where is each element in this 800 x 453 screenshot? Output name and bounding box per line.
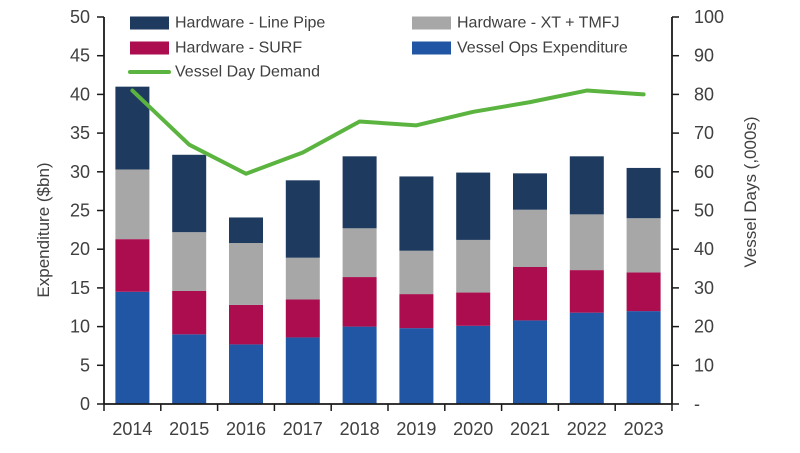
bar-segment-2017-hardware-line-pipe	[285, 180, 320, 258]
left-axis-tick-label: 0	[80, 394, 90, 414]
left-axis-tick-label: 5	[80, 355, 90, 375]
bar-segment-2015-hardware-surf	[172, 290, 207, 335]
legend-label-hardware-surf: Hardware - SURF	[175, 40, 302, 57]
left-axis-tick-label: 35	[70, 123, 90, 143]
bar-segment-2019-vessel-ops-expenditure	[399, 328, 434, 404]
left-axis-title: Expenditure ($bn)	[34, 162, 53, 297]
bar-segment-2017-vessel-ops-expenditure	[285, 337, 320, 404]
bar-segment-2020-hardware-surf	[456, 292, 491, 326]
bar-segment-2023-vessel-ops-expenditure	[626, 311, 661, 404]
bar-segment-2018-hardware-xt-tmfj	[342, 228, 377, 278]
bar-segment-2019-hardware-xt-tmfj	[399, 250, 434, 295]
right-axis-tick-label: 60	[694, 162, 714, 182]
legend-item-vessel-ops-expenditure: Vessel Ops Expenditure	[412, 40, 628, 57]
right-axis-tick-label: 90	[694, 46, 714, 66]
bar-segment-2014-vessel-ops-expenditure	[115, 291, 150, 404]
left-axis-tick-label: 30	[70, 162, 90, 182]
hardware-surf-swatch	[130, 41, 169, 55]
vessel-ops-expenditure-swatch	[412, 41, 451, 55]
bar-segment-2022-hardware-surf	[569, 270, 604, 313]
bar-segment-2014-hardware-xt-tmfj	[115, 169, 150, 240]
x-axis-category-label: 2019	[396, 419, 436, 439]
bar-segment-2023-hardware-surf	[626, 272, 661, 312]
right-axis-tick-label: 70	[694, 123, 714, 143]
right-axis-tick-label: 100	[694, 7, 724, 27]
bar-segment-2016-hardware-surf	[229, 304, 263, 345]
bar-segment-2017-hardware-xt-tmfj	[285, 257, 320, 300]
bar-segment-2021-hardware-xt-tmfj	[513, 209, 547, 268]
left-axis-tick-label: 50	[70, 7, 90, 27]
x-axis-category-label: 2022	[567, 419, 607, 439]
x-axis-category-label: 2023	[624, 419, 664, 439]
bar-segment-2020-hardware-xt-tmfj	[456, 239, 491, 293]
bar-segment-2016-hardware-line-pipe	[229, 217, 263, 244]
legend-item-hardware-surf: Hardware - SURF	[130, 40, 302, 57]
right-axis-tick-label: 50	[694, 201, 714, 221]
bar-segment-2021-vessel-ops-expenditure	[513, 320, 547, 404]
left-axis-tick-label: 10	[70, 317, 90, 337]
bar-segment-2023-hardware-xt-tmfj	[626, 218, 661, 273]
left-axis-tick-label: 15	[70, 278, 90, 298]
bar-segment-2022-hardware-xt-tmfj	[569, 214, 604, 271]
bar-segment-2014-hardware-surf	[115, 239, 150, 292]
right-axis-tick-label: 20	[694, 317, 714, 337]
bar-segment-2020-hardware-line-pipe	[456, 172, 491, 240]
bar-segment-2015-hardware-xt-tmfj	[172, 232, 207, 291]
right-axis-tick-label: 10	[694, 355, 714, 375]
legend-item-hardware-line-pipe: Hardware - Line Pipe	[130, 15, 325, 32]
bar-segment-2019-hardware-line-pipe	[399, 176, 434, 251]
x-axis-category-label: 2018	[340, 419, 380, 439]
bar-segment-2019-hardware-surf	[399, 294, 434, 329]
bars-layer	[115, 86, 661, 404]
right-axis-tick-label: 30	[694, 278, 714, 298]
legend-label-hardware-xt-tmfj: Hardware - XT + TMFJ	[457, 15, 620, 32]
right-axis-tick-label: 80	[694, 84, 714, 104]
bar-segment-2018-vessel-ops-expenditure	[342, 326, 377, 404]
x-axis-category-label: 2015	[169, 419, 209, 439]
bar-segment-2015-hardware-line-pipe	[172, 154, 207, 233]
left-axis-tick-label: 45	[70, 46, 90, 66]
bar-segment-2016-hardware-xt-tmfj	[229, 243, 263, 305]
hardware-xt-tmfj-swatch	[412, 16, 451, 30]
bar-segment-2014-hardware-line-pipe	[115, 86, 150, 170]
x-axis-category-label: 2021	[510, 419, 550, 439]
x-axis-category-label: 2020	[453, 419, 493, 439]
bar-segment-2018-hardware-surf	[342, 277, 377, 327]
left-axis-tick-label: 20	[70, 239, 90, 259]
legend-label-vessel-day-demand: Vessel Day Demand	[175, 64, 320, 81]
line-layer	[130, 88, 646, 176]
bar-segment-2018-hardware-line-pipe	[342, 156, 377, 229]
bar-segment-2015-vessel-ops-expenditure	[172, 334, 207, 404]
left-axis-tick-label: 40	[70, 84, 90, 104]
axes-layer: 0 5 10 15 20 25 30 35 40 45 50 - 10 20 30 40 50 60 70 80 90 1…	[70, 7, 724, 439]
bar-segment-2022-vessel-ops-expenditure	[569, 312, 604, 404]
right-axis-tick-label: 40	[694, 239, 714, 259]
x-axis-category-label: 2017	[283, 419, 323, 439]
bar-segment-2016-vessel-ops-expenditure	[229, 344, 263, 404]
bar-segment-2021-hardware-line-pipe	[513, 173, 547, 210]
right-axis-tick-label: -	[694, 394, 700, 414]
left-axis-tick-label: 25	[70, 201, 90, 221]
vessel-day-demand-line	[130, 88, 646, 176]
x-axis-category-label: 2014	[112, 419, 152, 439]
hardware-line-pipe-swatch	[130, 16, 169, 30]
legend-label-vessel-ops-expenditure: Vessel Ops Expenditure	[457, 40, 628, 57]
bar-segment-2021-hardware-surf	[513, 267, 547, 321]
legend-item-vessel-day-demand: Vessel Day Demand	[128, 64, 320, 81]
x-axis-category-label: 2016	[226, 419, 266, 439]
bar-segment-2020-vessel-ops-expenditure	[456, 325, 491, 404]
legend-label-hardware-line-pipe: Hardware - Line Pipe	[175, 15, 325, 32]
right-axis-title: Vessel Days (,000s)	[741, 116, 760, 267]
legend: Hardware - Line Pipe Hardware - SURF Vesse…	[128, 15, 628, 81]
bar-segment-2017-hardware-surf	[285, 299, 320, 338]
bar-segment-2023-hardware-line-pipe	[626, 167, 661, 219]
legend-item-hardware-xt-tmfj: Hardware - XT + TMFJ	[412, 15, 620, 32]
bar-segment-2022-hardware-line-pipe	[569, 156, 604, 215]
